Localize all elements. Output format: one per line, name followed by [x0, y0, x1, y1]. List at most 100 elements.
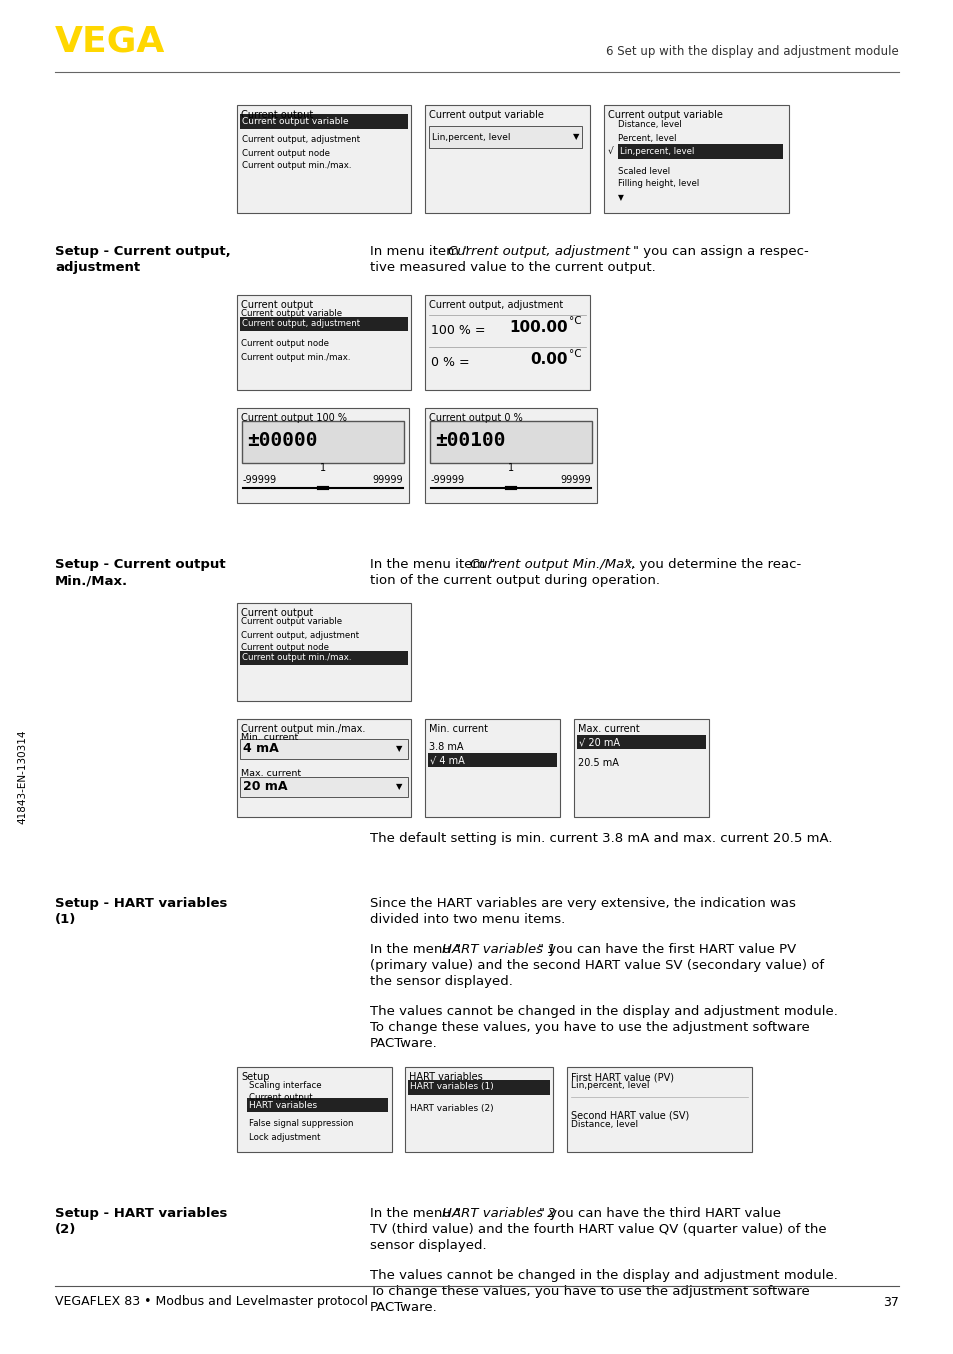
Text: 3.8 mA: 3.8 mA: [429, 742, 463, 751]
Text: " you can have the third HART value: " you can have the third HART value: [538, 1206, 781, 1220]
Text: ▼: ▼: [572, 133, 578, 142]
Text: Current output min./max.: Current output min./max.: [242, 161, 351, 171]
Text: Max. current: Max. current: [578, 724, 639, 734]
FancyBboxPatch shape: [577, 735, 705, 749]
Text: The values cannot be changed in the display and adjustment module.: The values cannot be changed in the disp…: [370, 1005, 837, 1018]
FancyBboxPatch shape: [618, 144, 782, 158]
Text: False signal suppression: False signal suppression: [249, 1120, 354, 1128]
Text: Current output: Current output: [241, 301, 313, 310]
Text: (2): (2): [55, 1223, 76, 1236]
Text: 0.00: 0.00: [530, 352, 567, 367]
FancyBboxPatch shape: [240, 317, 408, 330]
Text: Current output: Current output: [241, 110, 313, 121]
Text: Setup - HART variables: Setup - HART variables: [55, 896, 227, 910]
Text: In the menu item ": In the menu item ": [370, 558, 495, 571]
Text: Scaled level: Scaled level: [618, 167, 669, 176]
Text: Lock adjustment: Lock adjustment: [249, 1132, 320, 1141]
Text: Current output Min./Max.: Current output Min./Max.: [470, 558, 636, 571]
Text: Min. current: Min. current: [241, 733, 298, 742]
Text: Current output node: Current output node: [241, 643, 329, 653]
Text: HART variables 1: HART variables 1: [441, 942, 555, 956]
Text: sensor displayed.: sensor displayed.: [370, 1239, 486, 1252]
Text: 37: 37: [882, 1296, 898, 1308]
FancyBboxPatch shape: [236, 106, 411, 213]
Text: Lin,percent, level: Lin,percent, level: [432, 133, 510, 142]
FancyBboxPatch shape: [405, 1067, 553, 1152]
FancyBboxPatch shape: [424, 719, 559, 816]
Text: Scaling interface: Scaling interface: [249, 1080, 321, 1090]
FancyBboxPatch shape: [236, 295, 411, 390]
Text: Current output variable: Current output variable: [607, 110, 722, 121]
FancyBboxPatch shape: [603, 106, 788, 213]
Text: Distance, level: Distance, level: [571, 1120, 638, 1128]
Text: VEGAFLEX 83 • Modbus and Levelmaster protocol: VEGAFLEX 83 • Modbus and Levelmaster pro…: [55, 1296, 368, 1308]
Text: Current output variable: Current output variable: [429, 110, 543, 121]
Text: 4 mA: 4 mA: [243, 742, 278, 756]
Text: Current output, adjustment: Current output, adjustment: [241, 631, 358, 639]
FancyBboxPatch shape: [240, 114, 408, 129]
Text: Current output node: Current output node: [242, 149, 330, 157]
Text: Current output variable: Current output variable: [242, 116, 348, 126]
Text: In the menu ": In the menu ": [370, 1206, 460, 1220]
Text: The default setting is min. current 3.8 mA and max. current 20.5 mA.: The default setting is min. current 3.8 …: [370, 831, 832, 845]
Text: ▼: ▼: [395, 745, 402, 753]
Text: ", you determine the reac-: ", you determine the reac-: [624, 558, 801, 571]
Text: Second HART value (SV): Second HART value (SV): [571, 1110, 688, 1120]
Text: ▼: ▼: [395, 783, 402, 792]
Text: Current output min./max.: Current output min./max.: [241, 352, 350, 362]
Text: HART variables (1): HART variables (1): [410, 1082, 494, 1091]
Text: °C: °C: [569, 315, 581, 326]
Text: In menu item ": In menu item ": [370, 245, 469, 259]
FancyBboxPatch shape: [408, 1080, 550, 1095]
FancyBboxPatch shape: [240, 739, 408, 760]
Text: 6 Set up with the display and adjustment module: 6 Set up with the display and adjustment…: [605, 46, 898, 58]
Text: (1): (1): [55, 913, 76, 926]
FancyBboxPatch shape: [240, 777, 408, 798]
Text: Max. current: Max. current: [241, 769, 301, 779]
Text: To change these values, you have to use the adjustment software: To change these values, you have to use …: [370, 1285, 809, 1298]
FancyBboxPatch shape: [424, 106, 589, 213]
Text: Current output node: Current output node: [241, 340, 329, 348]
Text: Setup - Current output: Setup - Current output: [55, 558, 226, 571]
Text: Filling height, level: Filling height, level: [618, 180, 699, 188]
Text: Current output, adjustment: Current output, adjustment: [429, 301, 562, 310]
Text: First HART value (PV): First HART value (PV): [571, 1072, 673, 1082]
FancyBboxPatch shape: [428, 753, 557, 766]
Text: " you can have the first HART value PV: " you can have the first HART value PV: [537, 942, 796, 956]
Text: 20 mA: 20 mA: [243, 780, 287, 793]
FancyBboxPatch shape: [424, 295, 589, 390]
Text: Current output, adjustment: Current output, adjustment: [448, 245, 630, 259]
Text: 100.00: 100.00: [509, 320, 567, 334]
Text: (primary value) and the second HART value SV (secondary value) of: (primary value) and the second HART valu…: [370, 959, 823, 972]
Text: Current output variable: Current output variable: [241, 310, 342, 318]
FancyBboxPatch shape: [566, 1067, 751, 1152]
Text: Setup - HART variables: Setup - HART variables: [55, 1206, 227, 1220]
Text: 41843-EN-130314: 41843-EN-130314: [17, 730, 27, 825]
FancyBboxPatch shape: [242, 421, 403, 463]
Text: Current output: Current output: [249, 1093, 313, 1102]
Text: ±00100: ±00100: [435, 432, 505, 451]
Text: 100 % =: 100 % =: [431, 324, 485, 337]
FancyBboxPatch shape: [430, 421, 592, 463]
Text: VEGA: VEGA: [55, 24, 165, 60]
Text: Setup: Setup: [241, 1072, 269, 1082]
Text: In the menu ": In the menu ": [370, 942, 460, 956]
Text: 1: 1: [507, 463, 514, 473]
Text: √ 20 mA: √ 20 mA: [578, 737, 619, 747]
Text: divided into two menu items.: divided into two menu items.: [370, 913, 565, 926]
FancyBboxPatch shape: [574, 719, 708, 816]
Text: " you can assign a respec-: " you can assign a respec-: [633, 245, 808, 259]
Text: TV (third value) and the fourth HART value QV (quarter value) of the: TV (third value) and the fourth HART val…: [370, 1223, 825, 1236]
Text: Lin,percent, level: Lin,percent, level: [571, 1082, 649, 1090]
Text: Lin,percent, level: Lin,percent, level: [619, 146, 694, 156]
Text: Setup - Current output,: Setup - Current output,: [55, 245, 231, 259]
Text: Percent, level: Percent, level: [618, 134, 676, 142]
Text: HART variables: HART variables: [409, 1072, 482, 1082]
FancyBboxPatch shape: [236, 408, 409, 502]
Text: Current output 100 %: Current output 100 %: [241, 413, 347, 422]
Text: Current output, adjustment: Current output, adjustment: [242, 135, 359, 145]
FancyBboxPatch shape: [424, 408, 597, 502]
Text: 99999: 99999: [559, 475, 590, 485]
Text: Current output: Current output: [241, 608, 313, 617]
Text: HART variables: HART variables: [249, 1101, 316, 1109]
